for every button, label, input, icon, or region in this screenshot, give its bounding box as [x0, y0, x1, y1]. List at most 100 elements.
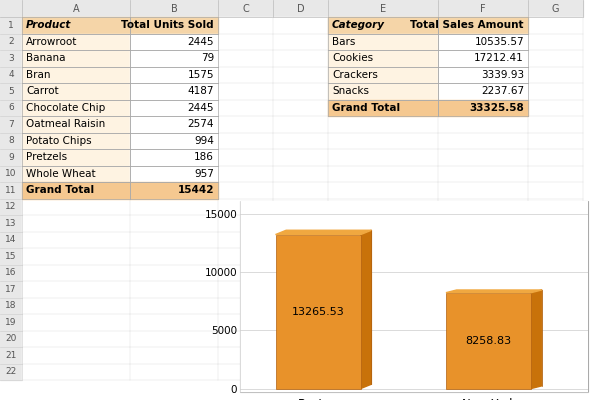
- Bar: [438, 149, 528, 166]
- Text: 2237.67: 2237.67: [481, 86, 524, 96]
- Text: Whole Wheat: Whole Wheat: [26, 169, 95, 179]
- Bar: [130, 347, 218, 364]
- Bar: [130, 17, 218, 34]
- Bar: [130, 50, 218, 66]
- Bar: [0, 330, 22, 347]
- Bar: [22, 132, 130, 149]
- Bar: [328, 215, 438, 232]
- Bar: [22, 298, 130, 314]
- Bar: [438, 314, 528, 330]
- Bar: [528, 66, 583, 83]
- Bar: [22, 100, 130, 116]
- Text: Bars: Bars: [332, 37, 355, 47]
- Bar: [130, 83, 218, 100]
- Bar: [328, 248, 438, 264]
- Bar: [22, 34, 130, 50]
- Bar: [130, 0, 218, 17]
- Bar: [22, 50, 130, 66]
- Text: B: B: [171, 4, 177, 14]
- Bar: [438, 100, 528, 116]
- Bar: [130, 330, 218, 347]
- Bar: [528, 198, 583, 215]
- Bar: [528, 364, 583, 380]
- Polygon shape: [276, 230, 371, 234]
- Text: 19: 19: [5, 318, 17, 327]
- Text: 1575: 1575: [187, 70, 214, 80]
- Bar: [22, 166, 130, 182]
- Bar: [218, 232, 273, 248]
- Bar: [328, 17, 438, 34]
- Bar: [273, 264, 328, 281]
- Bar: [273, 215, 328, 232]
- Bar: [438, 17, 528, 34]
- Bar: [528, 264, 583, 281]
- Text: 186: 186: [194, 152, 214, 162]
- Bar: [273, 66, 328, 83]
- Text: 994: 994: [194, 136, 214, 146]
- Bar: [22, 17, 130, 34]
- Text: Oatmeal Raisin: Oatmeal Raisin: [26, 119, 105, 129]
- Bar: [528, 83, 583, 100]
- Bar: [273, 248, 328, 264]
- Bar: [438, 166, 528, 182]
- Bar: [22, 347, 130, 364]
- Text: Arrowroot: Arrowroot: [26, 37, 77, 47]
- Bar: [0, 116, 22, 132]
- Bar: [273, 17, 328, 34]
- Bar: [218, 34, 273, 50]
- Bar: [0, 281, 22, 298]
- Bar: [0, 314, 22, 330]
- Polygon shape: [361, 230, 371, 388]
- Bar: [130, 66, 218, 83]
- Bar: [218, 198, 273, 215]
- Bar: [130, 34, 218, 50]
- Bar: [328, 198, 438, 215]
- Bar: [0, 298, 22, 314]
- Bar: [528, 17, 583, 34]
- Bar: [438, 298, 528, 314]
- Text: 79: 79: [201, 53, 214, 63]
- Bar: [438, 232, 528, 248]
- Bar: [276, 234, 361, 388]
- Bar: [130, 116, 218, 132]
- Text: 10535.57: 10535.57: [474, 37, 524, 47]
- Bar: [0, 166, 22, 182]
- Bar: [0, 248, 22, 264]
- Bar: [273, 34, 328, 50]
- Bar: [130, 232, 218, 248]
- Bar: [22, 0, 130, 17]
- Bar: [328, 0, 438, 17]
- Bar: [130, 166, 218, 182]
- Bar: [130, 116, 218, 132]
- Bar: [22, 50, 130, 66]
- Bar: [0, 149, 22, 166]
- Bar: [273, 347, 328, 364]
- Bar: [528, 298, 583, 314]
- Bar: [130, 298, 218, 314]
- Bar: [328, 66, 438, 83]
- Bar: [328, 166, 438, 182]
- Bar: [328, 149, 438, 166]
- Text: A: A: [73, 4, 79, 14]
- Bar: [328, 34, 438, 50]
- Bar: [130, 281, 218, 298]
- Bar: [0, 264, 22, 281]
- Bar: [22, 66, 130, 83]
- Text: 17212.41: 17212.41: [474, 53, 524, 63]
- Bar: [22, 264, 130, 281]
- Bar: [273, 149, 328, 166]
- Bar: [528, 50, 583, 66]
- Bar: [0, 17, 22, 34]
- Bar: [130, 34, 218, 50]
- Bar: [240, 200, 588, 392]
- Bar: [438, 198, 528, 215]
- Bar: [130, 182, 218, 198]
- Bar: [328, 100, 438, 116]
- Text: Potato Chips: Potato Chips: [26, 136, 92, 146]
- Text: 1: 1: [8, 21, 14, 30]
- Bar: [328, 50, 438, 66]
- Text: Pretzels: Pretzels: [26, 152, 67, 162]
- Bar: [528, 314, 583, 330]
- Text: 3339.93: 3339.93: [481, 70, 524, 80]
- Bar: [273, 364, 328, 380]
